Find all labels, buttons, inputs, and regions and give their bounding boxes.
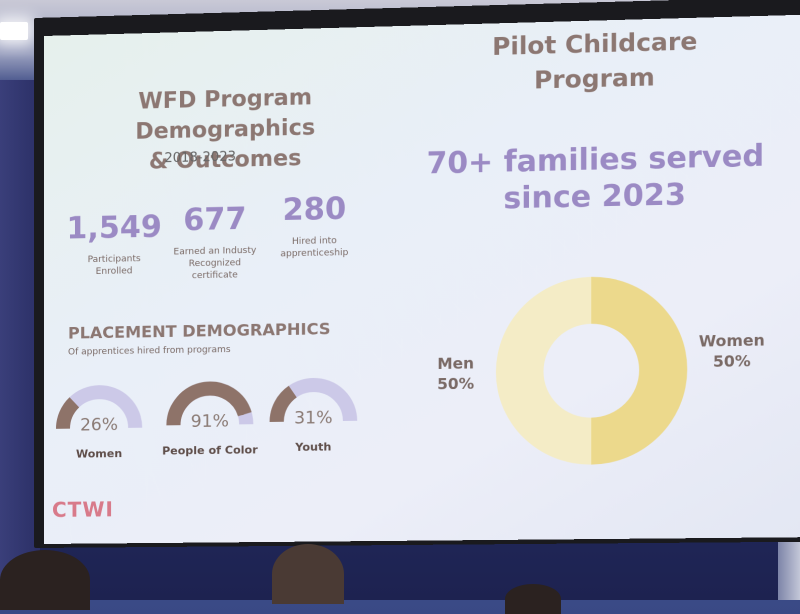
right-title-line1: Pilot Childcare [470,23,720,64]
placement-title: PLACEMENT DEMOGRAPHICS [68,319,331,343]
gauge-label: People of Color [154,443,265,457]
donut-label-women: Women 50% [699,330,765,372]
right-title-line2: Program [470,58,720,99]
right-title: Pilot Childcare Program [470,23,720,99]
ceiling-light [0,22,28,40]
placement-subtitle: Of apprentices hired from programs [68,345,231,358]
donut-label-percent: 50% [699,351,765,373]
left-title-line1: WFD Program Demographics [74,81,378,149]
stat-value: 280 [263,191,365,229]
gauge-youth: 31% Youth [268,375,360,454]
families-headline: 70+ families served since 2023 [419,137,773,218]
audience-heads [0,540,800,600]
stat-value: 677 [164,201,265,238]
gauge-percent: 31% [268,408,360,429]
stat-label: Earned an Industy Recognized certificate [164,245,265,283]
donut-slice-men [496,277,591,466]
gauge-label: Youth [268,440,360,454]
stat-label-line: Enrolled [64,265,164,279]
years-range: 2018-2023 [164,149,236,166]
gauge-percent: 91% [154,411,265,433]
stat-label-line: Earned an Industy [164,245,265,259]
gauge-women: 26% Women [54,383,144,461]
gauge-people-of-color: 91% People of Color [154,379,265,458]
audience-head [505,584,561,614]
donut-label-text: Men [437,353,474,374]
gauge-label: Women [54,447,144,461]
headline-line1: 70+ families served [419,137,773,182]
donut-label-percent: 50% [437,374,474,395]
stat-value: 1,549 [64,209,164,246]
donut-label-text: Women [699,330,765,352]
stat-label: Hired into apprenticeship [263,234,365,260]
stat-label-line: certificate [164,269,265,283]
donut-slice-women [591,275,687,465]
audience-head [272,544,344,604]
stat-label: Participants Enrolled [64,253,164,279]
stat-label-line: apprenticeship [263,247,365,261]
donut-label-men: Men 50% [437,353,474,394]
gender-donut-chart [493,272,691,469]
audience-head [0,550,90,610]
projected-slide: WFD Program Demographics & Outcomes 2018… [44,15,800,544]
stat-apprenticeship: 280 Hired into apprenticeship [263,191,365,261]
gauge-percent: 26% [54,415,144,436]
ctwi-logo: CTWI [52,497,114,522]
stat-participants: 1,549 Participants Enrolled [64,209,164,278]
stat-certificates: 677 Earned an Industy Recognized certifi… [164,201,265,283]
